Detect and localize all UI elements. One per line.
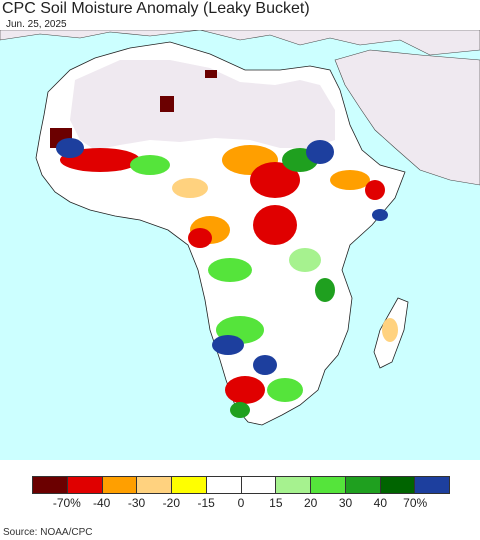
africa-soil-moisture-map xyxy=(0,30,480,460)
legend-label: -70% xyxy=(52,496,81,510)
legend-label: -20 xyxy=(162,496,180,510)
europe-landmass xyxy=(0,30,480,56)
map-date: Jun. 25, 2025 xyxy=(6,19,67,30)
legend-swatch xyxy=(102,477,138,493)
legend-swatch xyxy=(172,477,207,493)
legend-label: 70% xyxy=(403,496,428,510)
legend-swatch xyxy=(206,477,242,493)
legend-label: 40 xyxy=(373,496,388,510)
legend-label: -30 xyxy=(127,496,146,510)
legend-label: -15 xyxy=(197,496,215,510)
legend-swatch xyxy=(241,477,277,493)
sahara-no-data xyxy=(70,60,335,150)
anomaly-patches xyxy=(50,70,398,418)
middle-east-landmass xyxy=(334,49,480,186)
legend-color-bar xyxy=(32,476,450,494)
legend-label: -40 xyxy=(92,496,111,510)
legend-swatch xyxy=(380,477,416,493)
legend-label: 30 xyxy=(338,496,353,510)
legend-labels: -70% -40 -30 -20 -15 0 15 20 30 40 70% xyxy=(32,496,450,512)
map-title: CPC Soil Moisture Anomaly (Leaky Bucket) xyxy=(2,0,310,17)
source-credit: Source: NOAA/CPC xyxy=(3,527,93,538)
legend-swatch xyxy=(345,477,381,493)
legend-label: 0 xyxy=(237,496,245,510)
legend-swatch xyxy=(311,477,346,493)
legend-swatch xyxy=(137,477,172,493)
legend-swatch xyxy=(276,477,311,493)
legend-label: 20 xyxy=(303,496,318,510)
legend-swatch xyxy=(33,477,68,493)
legend-label: 15 xyxy=(269,496,283,510)
legend-swatch xyxy=(415,477,449,493)
legend-swatch xyxy=(67,477,103,493)
